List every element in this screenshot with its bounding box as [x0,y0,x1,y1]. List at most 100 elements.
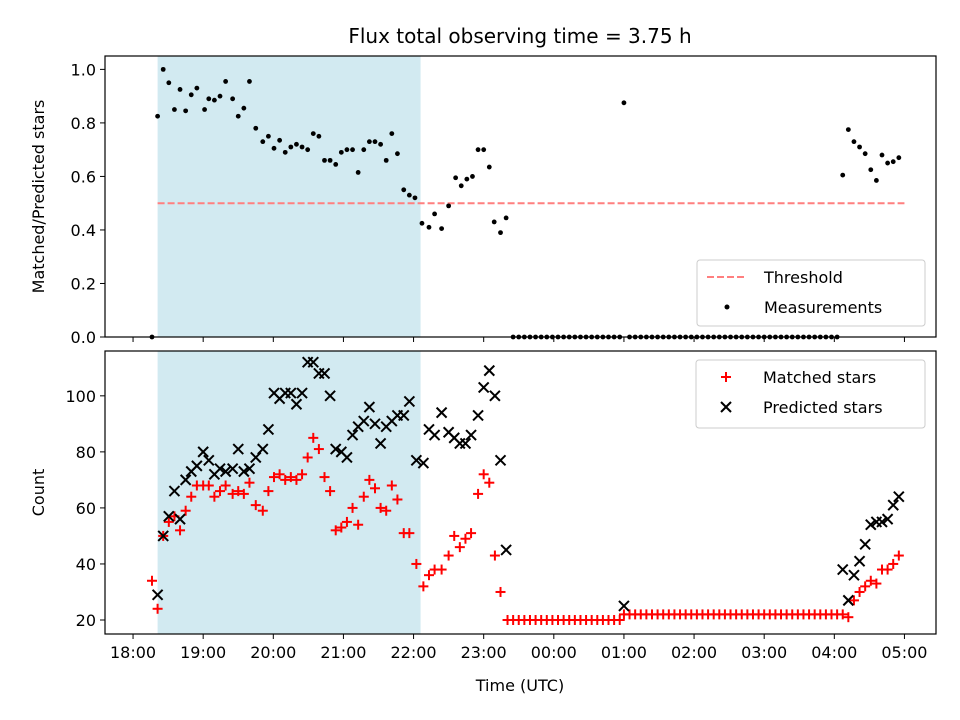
measurement-point [868,167,874,173]
count-y-axis-label: Count [29,469,48,517]
measurement-point [253,125,259,131]
measurement-point [486,164,492,170]
matched-point [454,542,465,553]
measurement-point [277,137,283,143]
matched-point [423,570,434,581]
ratio-y-axis-label: Matched/Predicted stars [29,100,48,294]
matched-point [285,472,296,483]
y-tick-label: 40 [76,555,96,574]
matched-point [180,505,191,516]
matched-point [375,502,386,513]
predicted-point [500,544,512,556]
predicted-legend-label: Predicted stars [763,398,883,417]
matched-point [325,486,336,497]
matched-legend-marker [721,372,731,382]
count-panel: 20 40 60 80 100 18:00 19:00 20:00 21:00 22:00 23:… [29,350,937,662]
measurement-point [873,178,879,183]
y-tick-label: 0.0 [71,328,96,347]
matched-point [614,614,625,625]
matched-point [460,533,471,544]
predicted-point [465,429,477,441]
matched-point [369,483,380,494]
measurement-point [885,160,891,166]
matched-point [404,528,415,539]
matched-point [302,452,313,463]
measurement-point [361,147,367,153]
measurement-point [177,87,183,92]
matched-point [871,578,882,589]
predicted-point [472,409,484,422]
predicted-point [618,600,630,612]
measurement-point [172,107,177,112]
predicted-point [307,356,319,368]
predicted-point [232,443,244,455]
predicted-point [398,409,410,422]
measurement-point [426,224,432,230]
matched-point [843,612,854,623]
matched-legend-glyph [721,372,731,382]
matched-point [186,491,197,502]
measurement-point [265,133,271,139]
matched-point [860,581,871,592]
predicted-legend-glyph [720,401,732,413]
predicted-point [881,513,894,525]
x-axis-label: Time (UTC) [475,676,564,695]
x-tick-label: 19:00 [180,643,226,662]
matched-point [358,491,369,502]
predicted-point [174,513,186,525]
matched-point [436,564,447,575]
predicted-point [257,443,269,455]
measurement-point [241,105,247,111]
matched-point [473,488,484,499]
measurement-point [446,203,452,209]
matched-point [233,486,244,497]
matched-point [478,469,489,480]
measurement-point [389,131,395,137]
matched-point [848,595,859,606]
matched-point [250,500,261,511]
matched-point [888,558,899,569]
measurement-point [294,141,299,147]
measurement-point [491,219,497,225]
measurement-point [412,195,418,201]
measurement-point [857,144,862,150]
matched-point [274,469,285,480]
y-tick-label: 60 [76,499,96,518]
predicted-point [290,398,303,410]
predicted-point [842,594,855,607]
chart-title: Flux total observing time = 3.75 h [348,24,691,48]
matched-point [347,502,358,513]
matched-point [495,586,506,597]
predicted-point [853,555,866,567]
count-legend-box [695,359,926,429]
predicted-point [163,510,175,523]
matched-legend-label: Matched stars [763,368,876,387]
predicted-point [494,454,507,466]
matched-point [319,472,330,483]
measurement-point [401,187,407,193]
predicted-point [318,367,331,380]
count-axes-frame [104,350,937,635]
x-tick-label: 05:00 [881,643,927,662]
matched-point [227,488,238,499]
matched-point [893,550,904,561]
predicted-point [203,454,215,466]
matched-point [175,525,186,536]
measurement-point [432,211,437,217]
measurement-point [464,176,470,182]
measurement-point [840,172,846,178]
matched-point [466,528,477,539]
ratio-y-ticks: 0.0 0.2 0.4 0.6 0.8 1.0 [71,60,105,347]
measurements-legend-label: Measurements [764,298,882,317]
matched-point [386,480,397,491]
measurement-point [845,127,851,132]
measurement-point [188,92,194,98]
matched-point [411,558,422,569]
matched-point [257,505,268,516]
measurement-point [395,151,400,157]
matched-point [865,575,876,586]
measurement-point [310,131,316,137]
predicted-point [219,465,232,478]
predicted-point [285,387,297,399]
